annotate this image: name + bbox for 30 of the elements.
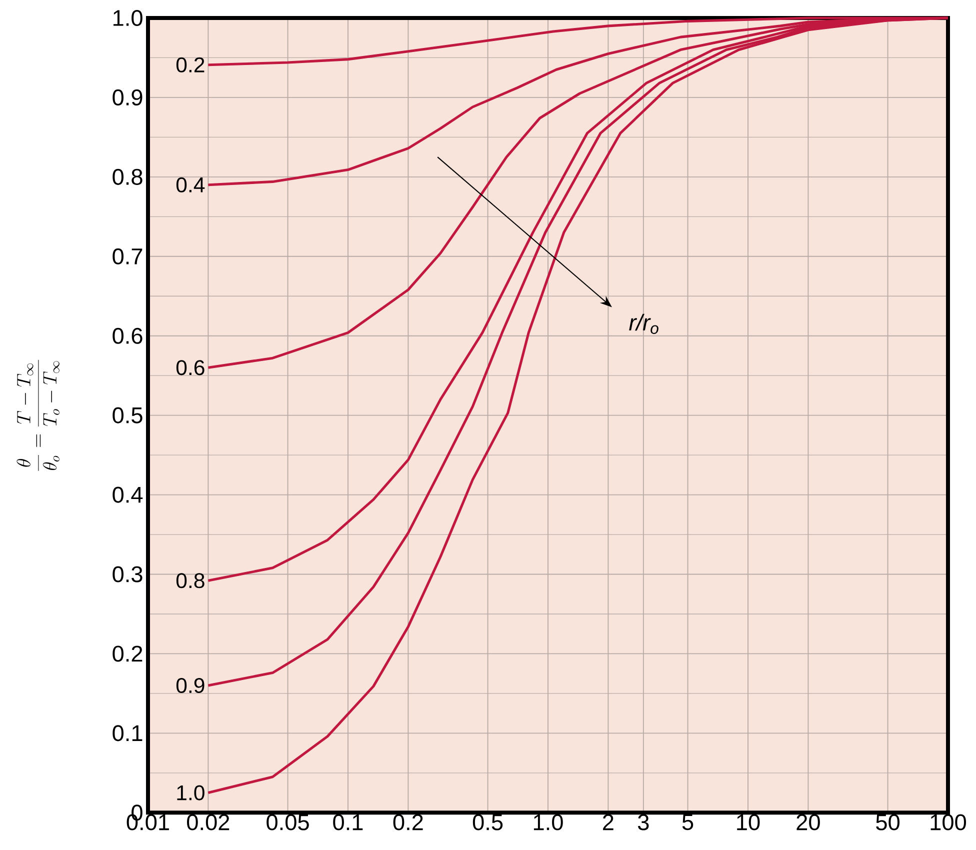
x-tick-label: 0.1 — [333, 814, 363, 830]
series-label: 0.2 — [176, 57, 204, 72]
x-tick-label: 3 — [638, 814, 649, 830]
x-tick-label: 50 — [876, 814, 900, 830]
y-tick-label: 0.5 — [112, 407, 142, 424]
x-tick-label: 2 — [603, 814, 614, 830]
y-axis-title: $\frac{\theta}{\theta_o} = \frac{T - T_\infty}{T_o - T_\infty}$ — [16, 360, 60, 471]
series-label: 0.8 — [176, 573, 204, 588]
x-tick-label: 20 — [796, 814, 820, 830]
y-tick-label: 0.8 — [112, 168, 142, 185]
x-tick-label: 0.02 — [187, 814, 230, 830]
y-tick-label: 0.9 — [112, 89, 142, 106]
y-tick-label: 0.1 — [112, 725, 142, 742]
series-label: 0.4 — [176, 177, 205, 192]
x-tick-label: 100 — [930, 814, 966, 830]
y-tick-label: 0.6 — [112, 328, 142, 344]
series-label: 1.0 — [177, 785, 204, 800]
x-tick-label: 0.2 — [393, 814, 423, 830]
x-tick-label: 0.05 — [266, 814, 309, 830]
y-tick-label: 1.0 — [114, 10, 142, 26]
y-tick-label: 0.2 — [112, 646, 142, 662]
series-label: 0.6 — [176, 360, 204, 376]
y-tick-label: 0.7 — [112, 248, 142, 264]
x-tick-label: 1.0 — [534, 814, 563, 830]
y-tick-label: 0.4 — [112, 486, 143, 503]
y-tick-label: 0.3 — [112, 566, 142, 582]
annotation: r/r$_{o}$ — [629, 314, 658, 334]
series-label: 0.9 — [176, 678, 204, 694]
x-tick-label: 10 — [737, 814, 760, 830]
x-tick-label: 0.5 — [472, 814, 503, 830]
